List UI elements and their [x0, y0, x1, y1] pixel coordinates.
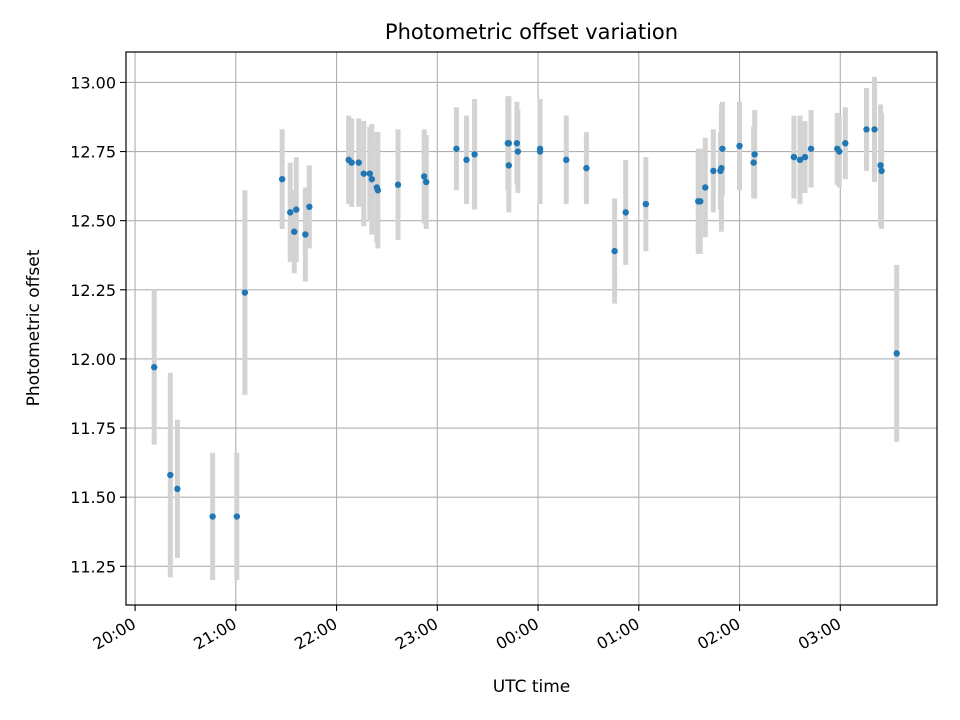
data-point — [871, 126, 878, 133]
data-point — [863, 126, 870, 133]
data-point — [583, 164, 590, 172]
data-point — [278, 175, 286, 183]
y-tick-label: 12.25 — [70, 281, 116, 300]
data-point — [642, 200, 650, 208]
data-point — [718, 164, 725, 172]
data-point — [302, 231, 309, 238]
data-point — [423, 178, 430, 186]
y-axis-ticks: 11.25 11.50 11.75 12.00 12.25 12.50 12.75 13.00 — [70, 73, 126, 576]
y-tick-label: 13.00 — [70, 73, 116, 92]
data-point — [291, 228, 298, 235]
data-point — [471, 151, 478, 158]
x-axis-label: UTC time — [493, 677, 571, 697]
grid-lines — [126, 52, 937, 605]
y-tick-label: 12.50 — [70, 212, 116, 231]
data-point — [796, 156, 804, 164]
data-point — [611, 247, 618, 255]
data-point — [233, 513, 241, 520]
data-point — [505, 140, 513, 147]
data-point — [174, 485, 181, 493]
y-tick-label: 12.75 — [70, 143, 116, 162]
data-point — [293, 206, 300, 213]
data-point — [790, 153, 798, 161]
data-point — [536, 145, 544, 152]
data-point — [878, 167, 885, 175]
plot-frame — [125, 51, 938, 606]
data-point — [750, 159, 757, 166]
data-point — [209, 513, 216, 520]
data-point — [453, 145, 460, 152]
data-point — [348, 159, 355, 166]
data-point — [622, 209, 629, 216]
data-point — [710, 167, 717, 175]
data-point — [360, 170, 367, 177]
data-point — [719, 145, 726, 152]
data-point — [563, 156, 570, 164]
y-tick-label: 12.00 — [70, 350, 116, 369]
data-point — [167, 471, 174, 479]
data-point — [836, 148, 843, 155]
chart-title: Photometric offset variation — [385, 20, 678, 44]
data-point — [421, 173, 428, 180]
data-point — [877, 162, 884, 169]
data-points — [151, 126, 900, 520]
data-point — [241, 289, 249, 296]
data-point — [394, 181, 402, 188]
data-point — [287, 209, 294, 216]
y-axis-label: Photometric offset — [24, 249, 44, 406]
data-point — [306, 203, 313, 211]
data-point — [366, 170, 374, 177]
y-tick-label: 11.50 — [70, 488, 116, 507]
data-point — [842, 140, 849, 147]
data-point — [702, 184, 709, 191]
data-point — [697, 198, 704, 205]
data-point — [505, 162, 513, 169]
data-point — [751, 151, 758, 158]
data-point — [355, 159, 362, 166]
data-point — [801, 153, 809, 161]
data-point — [513, 140, 521, 147]
data-point — [807, 145, 815, 152]
y-tick-label: 11.25 — [70, 557, 116, 576]
data-point — [151, 364, 158, 371]
data-point — [368, 175, 376, 183]
data-point — [463, 156, 470, 164]
data-point — [514, 148, 522, 155]
data-point — [893, 350, 900, 357]
data-point — [736, 142, 743, 150]
y-tick-label: 11.75 — [70, 419, 116, 438]
data-point — [374, 187, 382, 194]
